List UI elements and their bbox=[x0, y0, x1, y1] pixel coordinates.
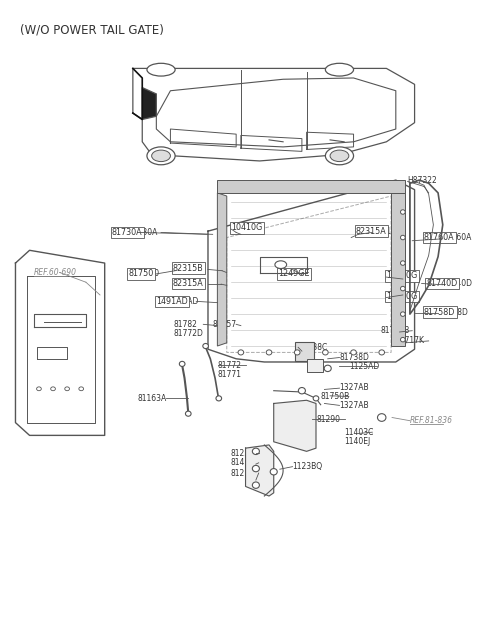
Ellipse shape bbox=[252, 448, 259, 454]
Text: REF.81-836: REF.81-836 bbox=[410, 416, 453, 425]
Ellipse shape bbox=[400, 337, 405, 342]
Text: 81750: 81750 bbox=[135, 269, 159, 278]
Ellipse shape bbox=[266, 350, 272, 355]
Text: 81717K: 81717K bbox=[396, 337, 425, 345]
Text: 82315A: 82315A bbox=[356, 227, 387, 236]
Ellipse shape bbox=[299, 388, 305, 394]
Ellipse shape bbox=[36, 387, 41, 391]
Bar bbox=[307, 359, 323, 372]
Text: 81740D: 81740D bbox=[443, 279, 473, 288]
Text: 81755B: 81755B bbox=[381, 326, 410, 335]
Ellipse shape bbox=[400, 287, 405, 291]
Ellipse shape bbox=[294, 350, 300, 355]
Ellipse shape bbox=[324, 365, 331, 372]
Text: 1249GE: 1249GE bbox=[278, 269, 310, 278]
Text: 1123BQ: 1123BQ bbox=[292, 462, 323, 471]
Ellipse shape bbox=[325, 63, 354, 76]
Text: 1125AD: 1125AD bbox=[349, 362, 379, 371]
Text: 81740D: 81740D bbox=[426, 279, 457, 288]
Text: 1491AD: 1491AD bbox=[156, 297, 188, 306]
Ellipse shape bbox=[152, 150, 170, 162]
Ellipse shape bbox=[185, 411, 191, 416]
Text: 1140EJ: 1140EJ bbox=[344, 437, 371, 445]
Bar bbox=[295, 342, 313, 362]
Text: 81771: 81771 bbox=[217, 370, 241, 379]
Text: 10410G: 10410G bbox=[386, 271, 418, 280]
Text: 82315B: 82315B bbox=[173, 263, 204, 272]
Ellipse shape bbox=[252, 482, 259, 488]
Ellipse shape bbox=[400, 261, 405, 265]
Text: 81760A: 81760A bbox=[443, 233, 472, 242]
Ellipse shape bbox=[51, 387, 55, 391]
Polygon shape bbox=[217, 180, 405, 193]
Ellipse shape bbox=[379, 350, 384, 355]
Ellipse shape bbox=[203, 344, 208, 349]
Ellipse shape bbox=[400, 210, 405, 214]
Text: 81290: 81290 bbox=[317, 415, 341, 424]
Text: 1327AB: 1327AB bbox=[339, 401, 369, 410]
Ellipse shape bbox=[270, 469, 277, 475]
Text: 82315A: 82315A bbox=[173, 279, 202, 288]
Ellipse shape bbox=[400, 235, 405, 240]
Text: 1491AD: 1491AD bbox=[168, 297, 199, 306]
Text: 10410G: 10410G bbox=[386, 292, 417, 301]
Text: 82315A: 82315A bbox=[173, 279, 204, 288]
Ellipse shape bbox=[325, 147, 354, 165]
Text: 81163A: 81163A bbox=[138, 394, 167, 403]
Ellipse shape bbox=[377, 413, 386, 421]
Text: 81210A: 81210A bbox=[230, 469, 260, 478]
Text: 10410G: 10410G bbox=[231, 224, 263, 233]
Polygon shape bbox=[274, 400, 316, 451]
Ellipse shape bbox=[180, 362, 185, 367]
Polygon shape bbox=[246, 445, 274, 496]
Text: 11403C: 11403C bbox=[344, 428, 373, 437]
Text: 81750B: 81750B bbox=[321, 392, 350, 401]
Text: 81782: 81782 bbox=[174, 320, 198, 329]
Text: 81758D: 81758D bbox=[424, 308, 456, 317]
Ellipse shape bbox=[252, 465, 259, 472]
Text: 81730A: 81730A bbox=[112, 228, 143, 237]
Ellipse shape bbox=[147, 147, 175, 165]
Polygon shape bbox=[391, 193, 405, 346]
Text: 81758D: 81758D bbox=[438, 308, 468, 317]
Text: REF.60-690: REF.60-690 bbox=[34, 268, 77, 277]
Text: 81730A: 81730A bbox=[128, 228, 157, 237]
Ellipse shape bbox=[351, 350, 356, 355]
Text: 1249GE: 1249GE bbox=[278, 269, 308, 278]
Ellipse shape bbox=[330, 150, 349, 162]
Ellipse shape bbox=[400, 312, 405, 317]
Ellipse shape bbox=[216, 395, 222, 401]
Text: 81230A: 81230A bbox=[230, 449, 260, 458]
Text: 81750: 81750 bbox=[128, 269, 154, 278]
Text: 81456C: 81456C bbox=[230, 458, 260, 467]
Text: 82315A: 82315A bbox=[372, 227, 402, 236]
Text: 1327AB: 1327AB bbox=[339, 383, 369, 392]
Text: 81757: 81757 bbox=[213, 320, 237, 329]
Text: 81772: 81772 bbox=[217, 361, 241, 370]
Ellipse shape bbox=[65, 387, 70, 391]
Ellipse shape bbox=[238, 350, 244, 355]
Text: 10410G: 10410G bbox=[386, 292, 418, 301]
Text: 10410G: 10410G bbox=[386, 271, 417, 280]
Ellipse shape bbox=[313, 395, 319, 401]
Ellipse shape bbox=[79, 387, 84, 391]
Text: H87322: H87322 bbox=[408, 176, 437, 185]
Polygon shape bbox=[217, 193, 227, 346]
Text: 10410G: 10410G bbox=[231, 224, 262, 233]
Text: (W/O POWER TAIL GATE): (W/O POWER TAIL GATE) bbox=[20, 23, 164, 36]
Text: 81738D: 81738D bbox=[339, 353, 369, 362]
Ellipse shape bbox=[147, 63, 175, 76]
Text: 82315B: 82315B bbox=[173, 263, 202, 272]
Text: 81772D: 81772D bbox=[174, 329, 204, 338]
Text: 81760A: 81760A bbox=[424, 233, 455, 242]
Text: 81738C: 81738C bbox=[298, 343, 327, 352]
Polygon shape bbox=[142, 88, 156, 119]
Ellipse shape bbox=[323, 350, 328, 355]
Ellipse shape bbox=[275, 261, 287, 269]
